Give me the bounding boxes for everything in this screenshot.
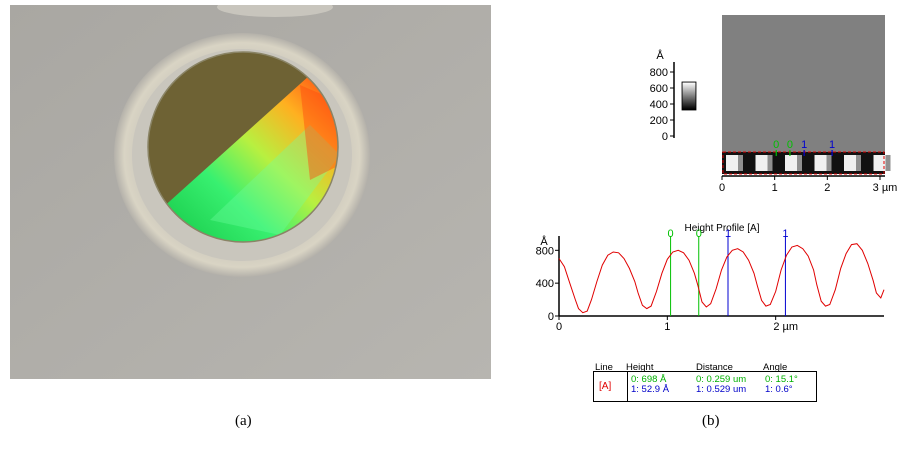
cursor-label: 0 <box>696 228 702 240</box>
caption-b: (b) <box>702 413 720 429</box>
image-x-tick-label: 2 <box>824 182 830 194</box>
profile-series-line <box>558 243 885 314</box>
x-tick-label: 2 µm <box>773 321 798 333</box>
scale-tick-label: 800 <box>650 67 668 79</box>
image-x-tick-label: 0 <box>719 182 725 194</box>
cursor-label: 1 <box>782 228 788 240</box>
scale-tick-label: 600 <box>650 83 668 95</box>
chart-title: Height Profile [A] <box>684 223 759 234</box>
x-tick-label: 1 <box>664 321 670 333</box>
top-dish-edge <box>217 5 333 17</box>
cursor-label: 0 <box>668 228 674 240</box>
y-tick-label: 800 <box>536 245 554 257</box>
row1-distance: 1: 0.529 um <box>696 384 747 395</box>
line-label: [A] <box>599 381 612 392</box>
grating-stripe <box>873 155 889 171</box>
table-body <box>593 371 817 402</box>
image-x-tick-label: 1 <box>772 182 778 194</box>
image-cursor-label: 0 <box>787 139 793 151</box>
grating-stripe <box>726 155 741 171</box>
grating-stripe <box>785 155 800 171</box>
wafer <box>148 52 338 242</box>
scale-tick-label: 0 <box>662 131 668 143</box>
scale-unit: Å <box>656 49 664 62</box>
caption-a: (a) <box>235 413 252 429</box>
row1-angle: 1: 0.6° <box>765 384 793 395</box>
row0-distance: 0: 0.259 um <box>696 374 747 385</box>
grating-stripe <box>844 155 859 171</box>
header-line: Line <box>595 362 613 373</box>
header-height: Height <box>626 362 654 373</box>
row0-height: 0: 698 Å <box>631 374 667 385</box>
grating-region <box>160 75 338 242</box>
y-axis-label: Å <box>540 235 548 248</box>
wafer-photo <box>10 5 491 379</box>
measurement-table: Line Height Distance Angle [A] 0: 698 Å … <box>593 362 817 402</box>
image-cursor-label: 1 <box>829 139 835 151</box>
scale-tick-label: 400 <box>650 99 668 111</box>
image-cursor-label: 1 <box>801 139 807 151</box>
grating-stripe <box>814 155 830 171</box>
y-tick-label: 0 <box>548 311 554 323</box>
grating-stripe <box>755 155 771 171</box>
gray-scale-bar <box>682 82 696 110</box>
image-cursor-label: 0 <box>773 139 779 151</box>
image-x-tick-label: 3 µm <box>873 182 897 194</box>
afm-image <box>722 15 885 153</box>
y-tick-label: 400 <box>536 278 554 290</box>
row0-angle: 0: 15.1° <box>765 374 798 385</box>
cursor-label: 1 <box>725 228 731 240</box>
scale-tick-label: 200 <box>650 115 668 127</box>
row1-height: 1: 52.9 Å <box>631 384 670 395</box>
x-tick-label: 0 <box>556 321 562 333</box>
header-angle: Angle <box>763 362 788 373</box>
header-distance: Distance <box>696 362 733 373</box>
